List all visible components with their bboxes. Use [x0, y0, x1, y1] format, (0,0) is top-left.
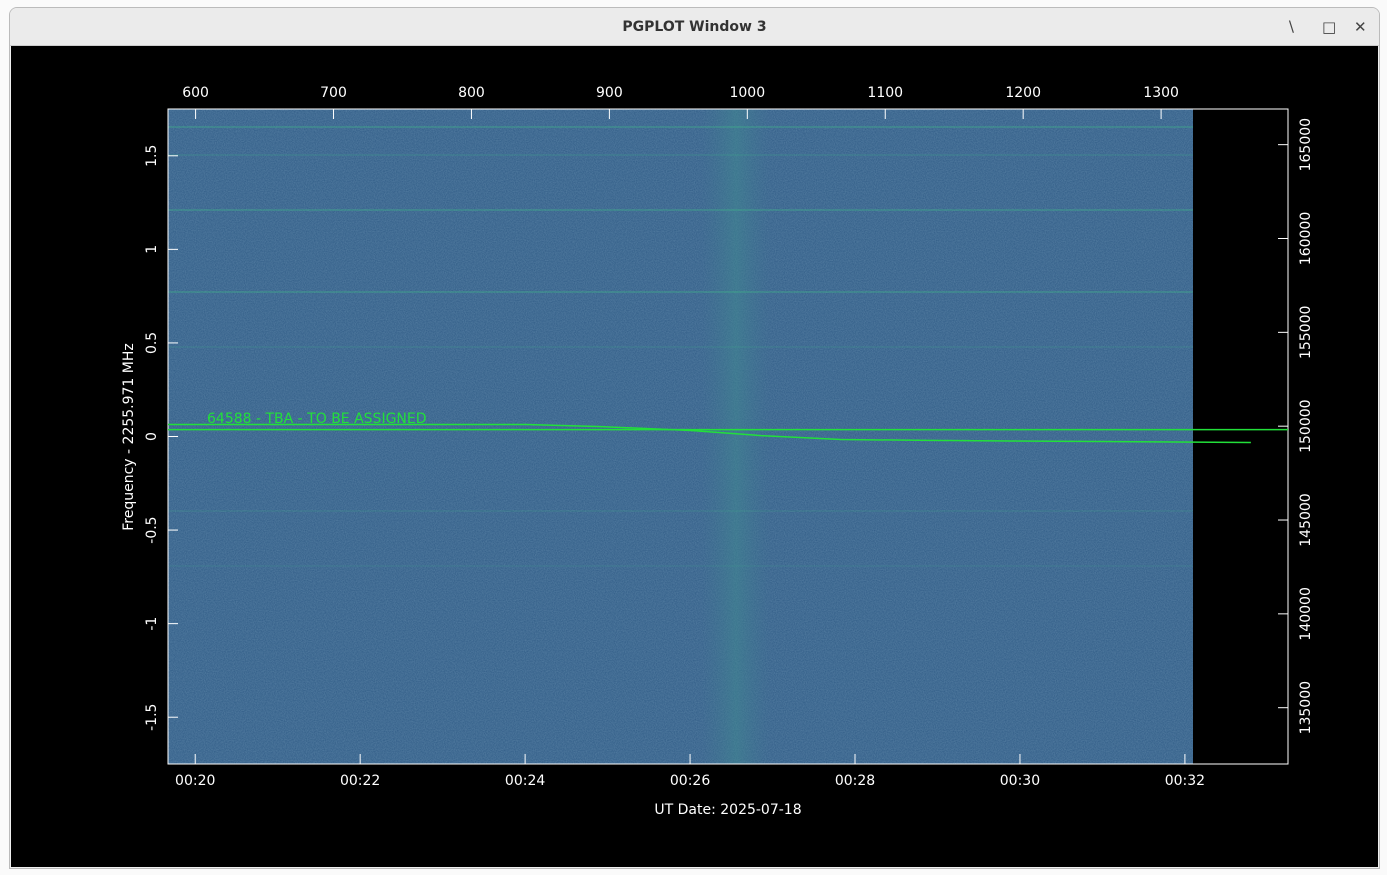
- doppler-track: [168, 423, 1251, 444]
- y2-tick-label: 150000: [1298, 399, 1314, 452]
- x-tick-label: 00:20: [175, 773, 215, 789]
- x-tick-label: 00:24: [505, 773, 545, 789]
- y2-tick-label: 145000: [1298, 493, 1314, 546]
- y2-tick-label: 160000: [1298, 212, 1314, 265]
- y2-tick-label: 165000: [1298, 118, 1314, 171]
- x2-tick-label: 600: [182, 85, 209, 101]
- title-bar: PGPLOT Window 3: [10, 8, 1379, 46]
- close-button[interactable]: ✕: [1354, 18, 1367, 36]
- x2-tick-label: 900: [596, 85, 623, 101]
- y-tick-label: 0: [144, 432, 160, 441]
- x2-tick-label: 1000: [729, 85, 765, 101]
- spectrogram-image: [168, 109, 1193, 764]
- x-tick-label: 00:26: [670, 773, 710, 789]
- maximize-button[interactable]: □: [1322, 18, 1337, 36]
- plot-canvas: 64588 - TBA - TO BE ASSIGNED UT Date: 20…: [11, 46, 1378, 867]
- window: PGPLOT Window 3 ∖ □ ✕: [9, 7, 1380, 869]
- x-tick-label: 00:28: [835, 773, 875, 789]
- x-axis-label: UT Date: 2025-07-18: [654, 802, 801, 818]
- minimize-button[interactable]: ∖: [1286, 18, 1296, 36]
- y-tick-label: 0.5: [144, 332, 160, 354]
- y-axis-label: Frequency - 2255.971 MHz: [121, 343, 137, 530]
- y-tick-label: -0.5: [144, 516, 160, 543]
- x2-tick-label: 1300: [1143, 85, 1179, 101]
- y-tick-label: -1.5: [144, 704, 160, 731]
- x2-tick-label: 1200: [1005, 85, 1041, 101]
- window-title: PGPLOT Window 3: [622, 19, 767, 35]
- x2-tick-label: 1100: [867, 85, 903, 101]
- y2-tick-label: 155000: [1298, 306, 1314, 359]
- x2-tick-label: 800: [458, 85, 485, 101]
- y2-tick-label: 140000: [1298, 587, 1314, 640]
- y2-tick-label: 135000: [1298, 681, 1314, 734]
- x-tick-label: 00:32: [1165, 773, 1205, 789]
- x2-tick-label: 700: [320, 85, 347, 101]
- y-tick-label: 1.5: [144, 145, 160, 167]
- y-tick-label: -1: [144, 617, 160, 631]
- x-tick-label: 00:22: [340, 773, 380, 789]
- y-tick-label: 1: [144, 245, 160, 254]
- annotation: 64588 - TBA - TO BE ASSIGNED: [207, 411, 427, 427]
- x-tick-label: 00:30: [1000, 773, 1040, 789]
